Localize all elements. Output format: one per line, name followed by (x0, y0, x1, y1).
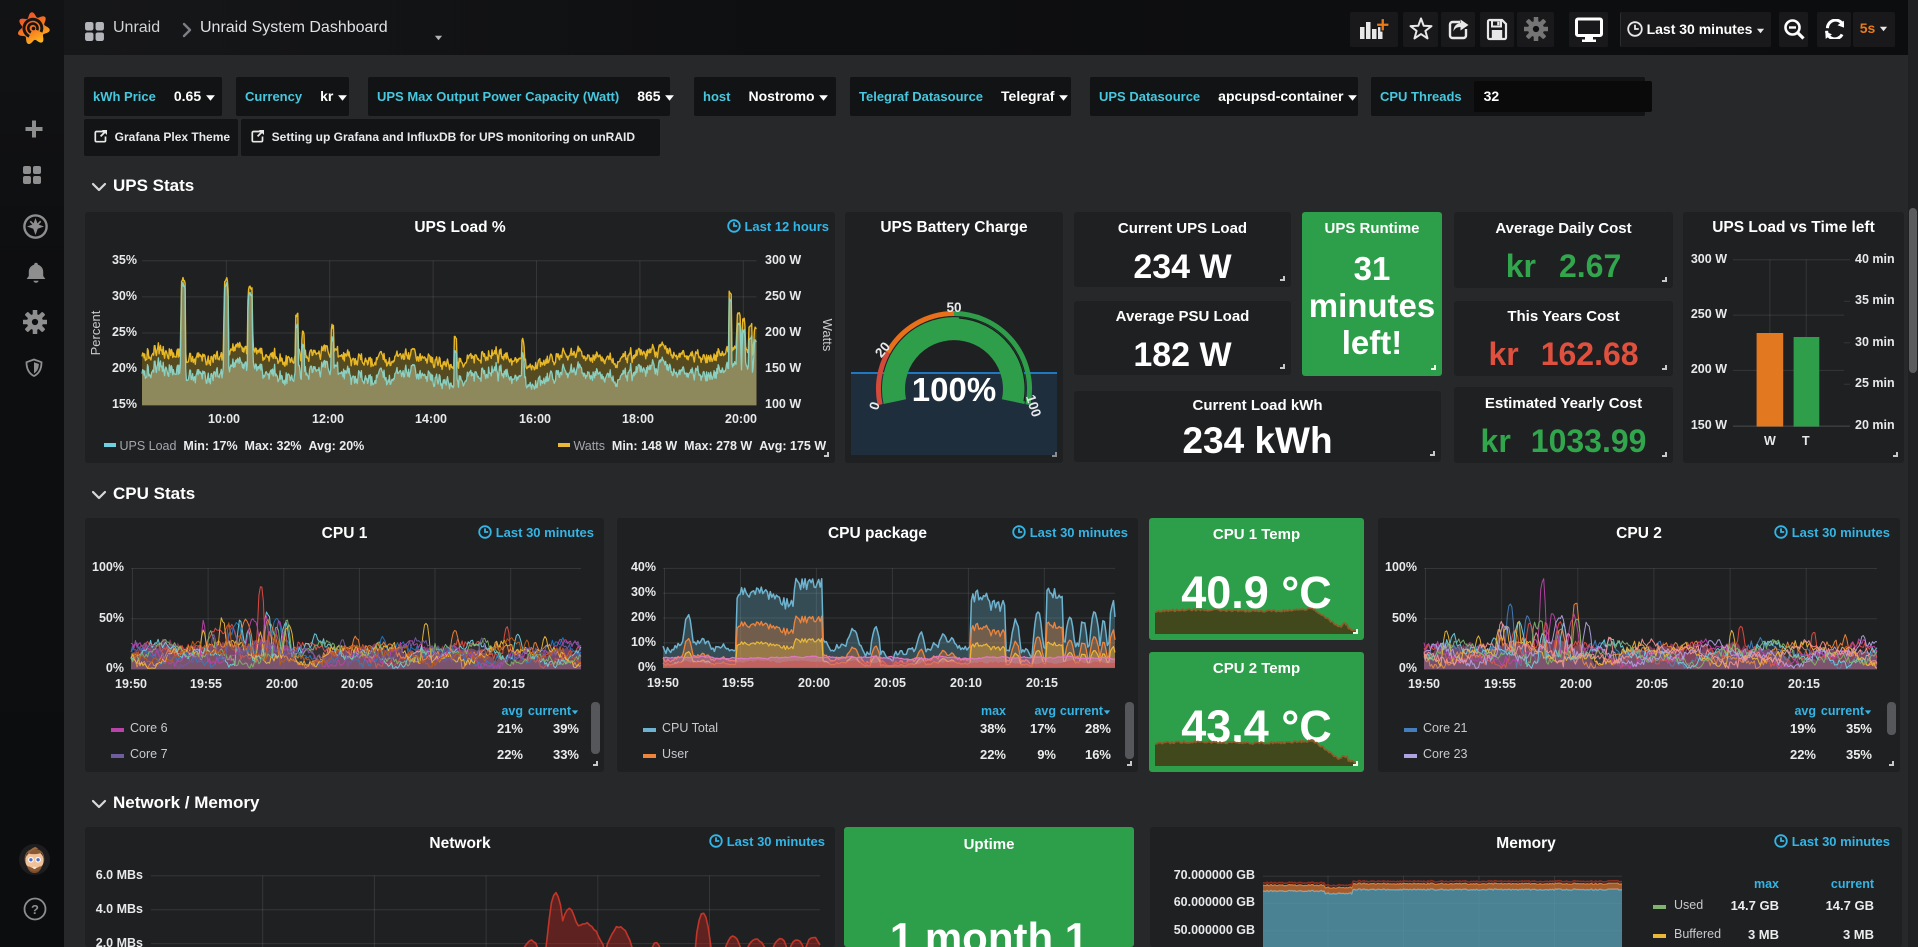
svg-text:?: ? (31, 902, 39, 917)
svg-text:0: 0 (866, 400, 883, 412)
svg-text:100: 100 (1023, 393, 1044, 419)
svg-text:50: 50 (946, 300, 961, 315)
svg-text:Percent: Percent (88, 310, 103, 355)
svg-text:20: 20 (872, 339, 893, 360)
svg-text:Watts: Watts (820, 319, 835, 352)
